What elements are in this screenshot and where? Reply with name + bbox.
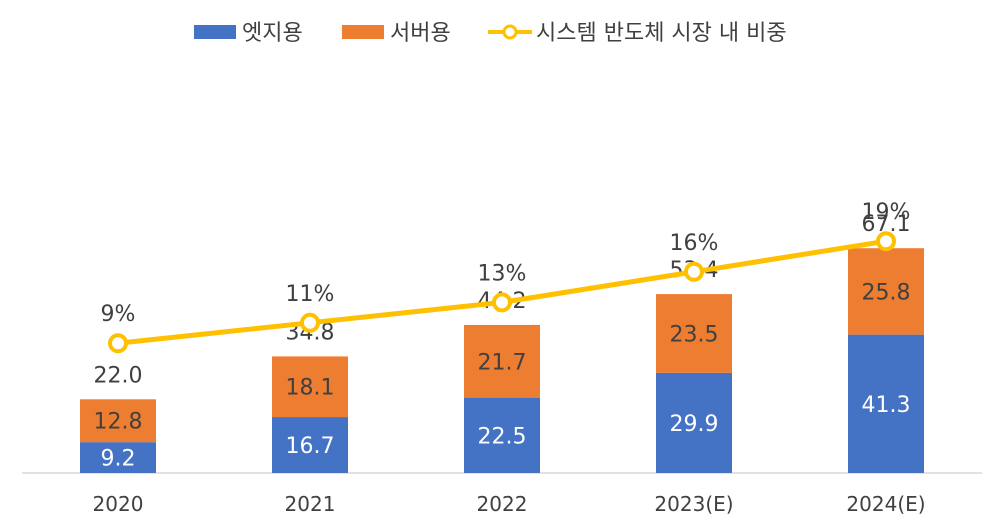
share-marker-4 [876, 231, 896, 252]
share-marker-3 [684, 261, 704, 282]
bar-server-1 [272, 356, 348, 418]
share-marker-1 [300, 312, 320, 333]
legend-swatch-edge [194, 25, 236, 39]
data-label-share-0: 9% [101, 302, 136, 327]
bar-edge-4 [848, 334, 924, 473]
data-label-server-1: 18.1 [286, 376, 335, 401]
legend-label-server: 서버용 [390, 21, 451, 46]
data-label-edge-3: 29.9 [670, 412, 719, 437]
bar-server-4 [848, 248, 924, 335]
bar-edge-0 [80, 442, 156, 473]
x-tick-label-0: 2020 [93, 492, 144, 516]
data-label-edge-2: 22.5 [478, 424, 527, 449]
bar-edge-1 [272, 417, 348, 473]
bar-server-2 [464, 324, 540, 398]
data-label-server-4: 25.8 [862, 280, 911, 305]
legend-label-share: 시스템 반도체 시장 내 비중 [536, 21, 787, 46]
legend-item-server: 서버용 [342, 21, 451, 46]
data-label-server-2: 21.7 [478, 350, 527, 375]
legend-swatch-server [342, 25, 384, 39]
x-tick-label-4: 2024(E) [846, 492, 925, 516]
data-label-edge-4: 41.3 [862, 393, 911, 418]
x-tick-label-3: 2023(E) [654, 492, 733, 516]
legend-item-share: 시스템 반도체 시장 내 비중 [488, 21, 787, 46]
legend-label-edge: 엣지용 [242, 21, 303, 46]
data-label-share-4: 19% [862, 200, 911, 225]
share-marker-2 [492, 292, 512, 313]
data-label-share-3: 16% [670, 231, 719, 256]
data-label-edge-0: 9.2 [101, 447, 136, 472]
legend-marker-share [502, 24, 518, 40]
x-tick-label-1: 2021 [285, 492, 336, 516]
share-marker-0 [108, 333, 128, 354]
legend: 엣지용 서버용 시스템 반도체 시장 내 비중 [194, 21, 787, 46]
data-label-server-0: 12.8 [94, 410, 143, 435]
bar-server-0 [80, 399, 156, 443]
legend-item-edge: 엣지용 [194, 21, 303, 46]
data-label-server-3: 23.5 [670, 322, 719, 347]
data-label-share-2: 13% [478, 261, 527, 286]
data-label-share-1: 11% [286, 282, 335, 307]
bar-server-3 [656, 294, 732, 373]
data-label-total-0: 22.0 [94, 363, 143, 388]
bar-edge-3 [656, 372, 732, 473]
bar-edge-2 [464, 397, 540, 473]
x-tick-label-2: 2022 [477, 492, 528, 516]
data-label-edge-1: 16.7 [286, 434, 335, 459]
